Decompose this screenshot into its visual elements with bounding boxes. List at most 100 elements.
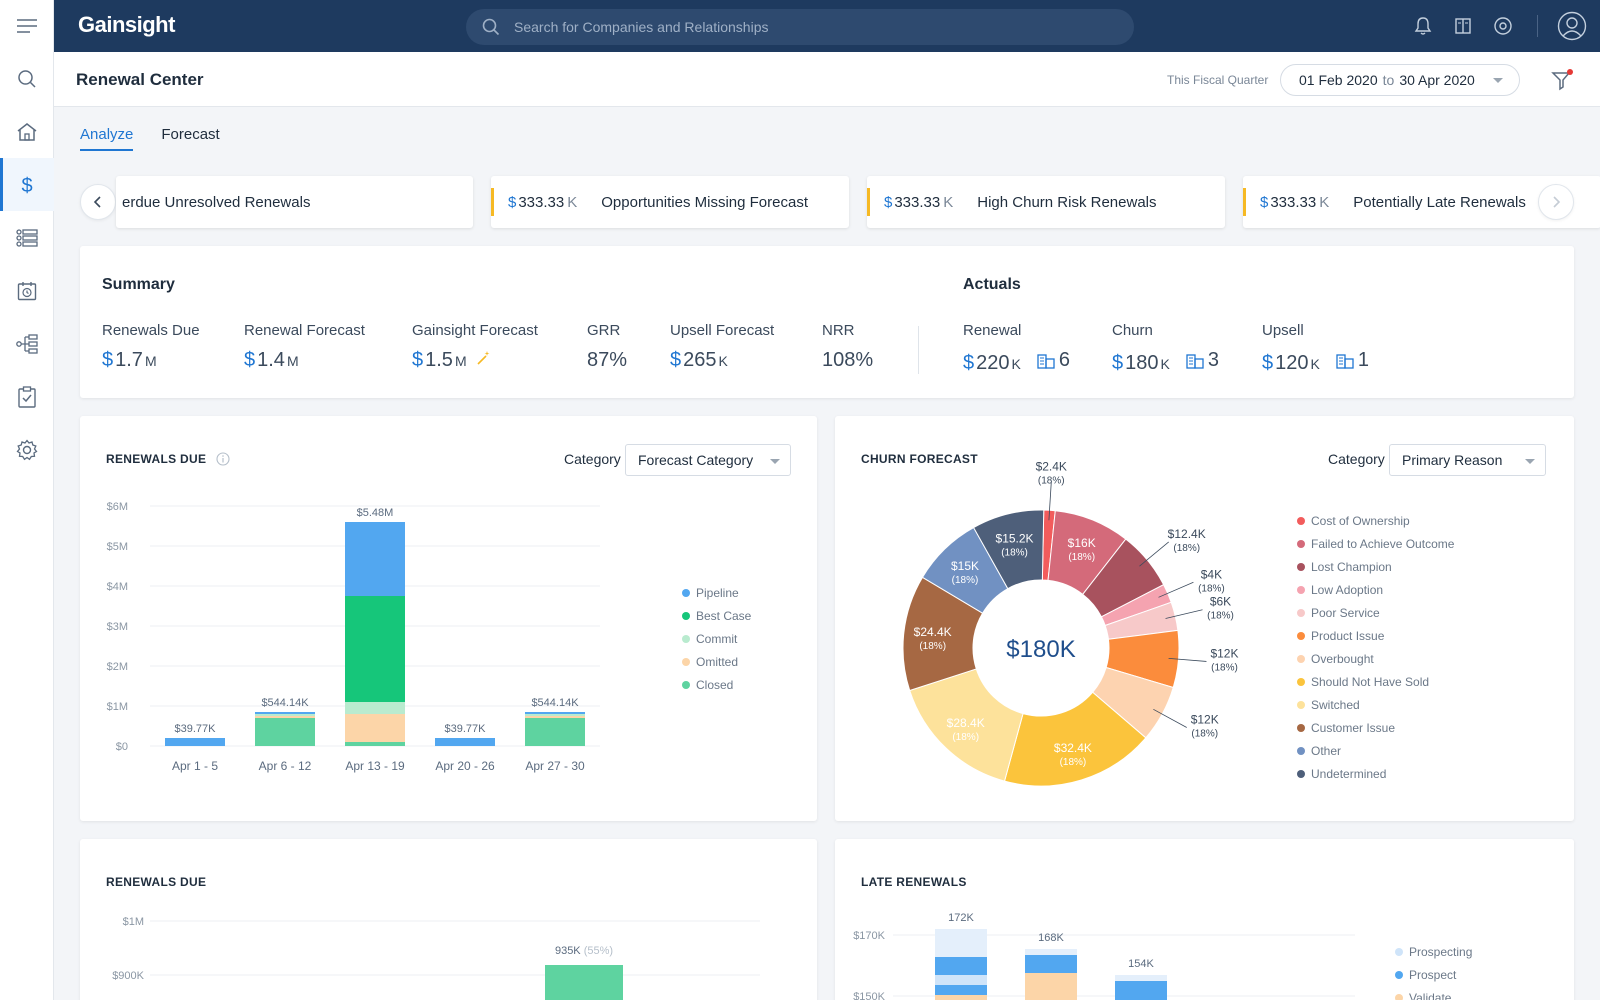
legend-label: Prospect (1409, 968, 1457, 982)
legend-dot (1297, 540, 1305, 548)
slice-value-label: $24.4K (914, 625, 952, 639)
slice-pct-label: (18%) (919, 641, 946, 652)
metric-currency: $ (102, 349, 114, 371)
sidebar-item-list[interactable] (0, 211, 54, 264)
kpi-label: Potentially Late Renewals (1353, 193, 1526, 211)
kpi-label: High Churn Risk Renewals (977, 193, 1157, 211)
bar-total-label: 172K (948, 912, 974, 924)
search-input[interactable] (514, 19, 1094, 35)
chevron-down-icon (770, 459, 780, 464)
metric-value: 1.7 (115, 349, 143, 371)
tab-analyze[interactable]: Analyze (80, 126, 134, 151)
metric-currency: $ (1112, 351, 1124, 374)
bar-segment (525, 716, 585, 718)
metric-value: 180 (1125, 351, 1159, 374)
slice-pct-label: (18%) (952, 732, 979, 743)
menu-toggle[interactable] (0, 0, 54, 52)
kpi-card-missing-forecast[interactable]: $ 333.33 K Opportunities Missing Forecas… (491, 176, 849, 228)
checklist-icon (18, 385, 36, 408)
category-select[interactable]: Primary Reason (1389, 444, 1546, 476)
info-icon[interactable] (216, 452, 230, 466)
legend-label: Switched (1311, 698, 1360, 712)
bar-segment (255, 714, 315, 716)
date-range-picker[interactable]: 01 Feb 2020 to 30 Apr 2020 (1280, 64, 1520, 96)
slice-leader-line (1048, 482, 1052, 521)
bar-segment (935, 975, 987, 985)
metric-renewals-due[interactable]: Renewals Due $1.7 M (102, 322, 200, 372)
filter-button[interactable] (1548, 66, 1576, 94)
bar-segment (935, 985, 987, 995)
sidebar-item-home[interactable] (0, 105, 54, 158)
metric-value: 1.5 (425, 349, 453, 371)
legend-label: Low Adoption (1311, 583, 1383, 597)
legend-dot (682, 589, 690, 597)
slice-value-label: $16K (1068, 536, 1096, 550)
y-tick-label: $2M (107, 661, 128, 673)
kpi-card-high-churn[interactable]: $ 333.33 K High Churn Risk Renewals (867, 176, 1225, 228)
slice-value-label: $12K (1210, 646, 1238, 660)
legend-label: Cost of Ownership (1311, 514, 1410, 528)
sidebar-item-settings[interactable] (0, 423, 54, 476)
sidebar-item-tasks[interactable] (0, 370, 54, 423)
calendar-clock-icon (17, 281, 37, 300)
metric-gainsight-forecast[interactable]: Gainsight Forecast $1.5 M (412, 322, 538, 372)
legend-dot (1297, 632, 1305, 640)
kpi-value: 333.33 (894, 193, 941, 211)
actual-renewal[interactable]: Renewal $220 K 6 (963, 322, 1070, 375)
kpi-currency: $ (1260, 193, 1269, 211)
bar-segment (545, 965, 623, 1000)
sidebar: $ (0, 52, 54, 1000)
sidebar-item-renewals[interactable]: $ (0, 158, 54, 211)
legend-label: Failed to Achieve Outcome (1311, 537, 1455, 551)
bell-icon[interactable] (1403, 0, 1443, 52)
y-tick-label: $0 (116, 741, 128, 753)
slice-leader-line (1139, 541, 1169, 567)
bar-segment (345, 522, 405, 596)
metric-upsell-forecast[interactable]: Upsell Forecast $265 K (670, 322, 774, 372)
bar-segment (255, 718, 315, 746)
legend-dot (1395, 948, 1403, 956)
search-icon (18, 69, 36, 88)
slice-pct-label: (18%) (1191, 729, 1218, 740)
kpi-card-overdue[interactable]: erdue Unresolved Renewals (116, 176, 473, 228)
metric-unit: K (1011, 355, 1021, 372)
category-select-value: Primary Reason (1402, 452, 1503, 468)
bar-segment (1025, 955, 1077, 973)
metric-renewal-forecast[interactable]: Renewal Forecast $1.4 M (244, 322, 365, 372)
carousel-next-button[interactable] (1538, 184, 1574, 220)
kpi-accent-bar (867, 188, 870, 216)
sidebar-item-journey[interactable] (0, 317, 54, 370)
legend-dot (1297, 770, 1305, 778)
kpi-unit: K (1319, 193, 1330, 211)
bar-total-label: $39.77K (445, 723, 487, 735)
metric-label: Renewals Due (102, 322, 200, 339)
user-avatar-icon[interactable] (1552, 0, 1592, 52)
tab-forecast[interactable]: Forecast (161, 126, 220, 143)
y-tick-label: $5M (107, 541, 128, 553)
slice-value-label: $12.4K (1168, 527, 1206, 541)
help-globe-icon[interactable] (1483, 0, 1523, 52)
book-icon[interactable] (1443, 0, 1483, 52)
gear-icon (16, 438, 38, 460)
metric-unit: M (454, 353, 467, 369)
metric-nrr[interactable]: NRR 108% (822, 322, 873, 372)
legend-dot (1297, 517, 1305, 525)
category-select[interactable]: Forecast Category (625, 444, 791, 476)
kpi-label: Opportunities Missing Forecast (601, 193, 808, 211)
gainsight-logo[interactable]: Gainsight (78, 12, 175, 37)
sidebar-item-search[interactable] (0, 52, 54, 105)
global-search[interactable] (466, 9, 1134, 45)
kpi-value: 333.33 (1270, 193, 1317, 211)
actual-churn[interactable]: Churn $180 K 3 (1112, 322, 1219, 375)
slice-pct-label: (18%) (1068, 552, 1095, 563)
legend-label: Lost Champion (1311, 560, 1392, 574)
y-tick-label: $150K (853, 991, 885, 1000)
chevron-down-icon (1525, 459, 1535, 464)
carousel-prev-button[interactable] (80, 184, 116, 220)
kpi-card-late-renewals[interactable]: $ 333.33 K Potentially Late Renewals (1243, 176, 1600, 228)
metric-grr[interactable]: GRR 87% (587, 322, 627, 372)
actual-upsell[interactable]: Upsell $120 K 1 (1262, 322, 1369, 375)
bar-total-label: $544.14K (261, 697, 309, 709)
sidebar-item-timeline[interactable] (0, 264, 54, 317)
svg-text:$: $ (21, 175, 32, 196)
